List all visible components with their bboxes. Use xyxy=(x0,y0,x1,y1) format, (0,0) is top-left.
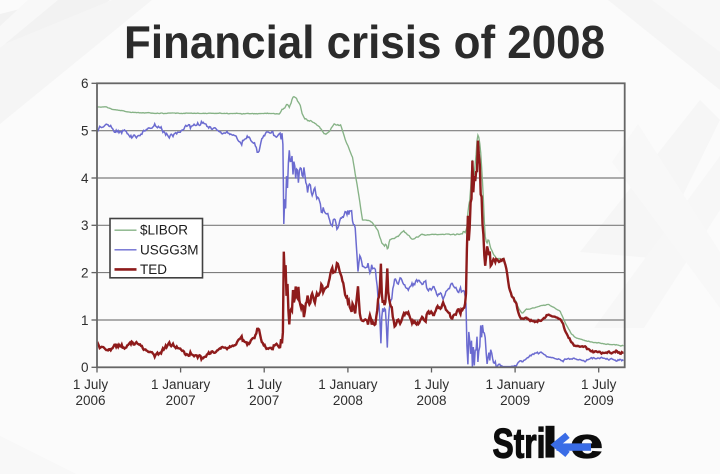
svg-text:Stri: Stri xyxy=(493,420,546,467)
svg-text:0: 0 xyxy=(81,360,89,375)
svg-text:TED: TED xyxy=(140,262,167,277)
svg-text:1 July: 1 July xyxy=(581,377,617,392)
svg-text:3: 3 xyxy=(81,218,89,233)
svg-text:2009: 2009 xyxy=(500,393,530,408)
svg-text:2009: 2009 xyxy=(584,393,614,408)
svg-text:5: 5 xyxy=(81,124,89,139)
svg-text:$LIBOR: $LIBOR xyxy=(140,223,188,238)
svg-text:USGG3M: USGG3M xyxy=(140,242,199,257)
svg-text:4: 4 xyxy=(81,171,89,186)
svg-text:2007: 2007 xyxy=(249,393,279,408)
svg-text:1: 1 xyxy=(81,313,89,328)
svg-text:1 July: 1 July xyxy=(73,377,109,392)
svg-text:6: 6 xyxy=(81,76,89,91)
svg-text:2006: 2006 xyxy=(75,393,105,408)
svg-text:1 July: 1 July xyxy=(414,377,450,392)
svg-text:1 January: 1 January xyxy=(151,377,211,392)
svg-text:1 January: 1 January xyxy=(485,377,545,392)
svg-text:2007: 2007 xyxy=(166,393,196,408)
svg-text:Financial crisis of 2008: Financial crisis of 2008 xyxy=(124,16,605,68)
svg-text:e: e xyxy=(570,420,603,467)
svg-text:1 July: 1 July xyxy=(247,377,283,392)
svg-text:1 January: 1 January xyxy=(318,377,378,392)
svg-text:2008: 2008 xyxy=(333,393,363,408)
svg-text:2008: 2008 xyxy=(416,393,446,408)
svg-text:2: 2 xyxy=(81,265,89,280)
